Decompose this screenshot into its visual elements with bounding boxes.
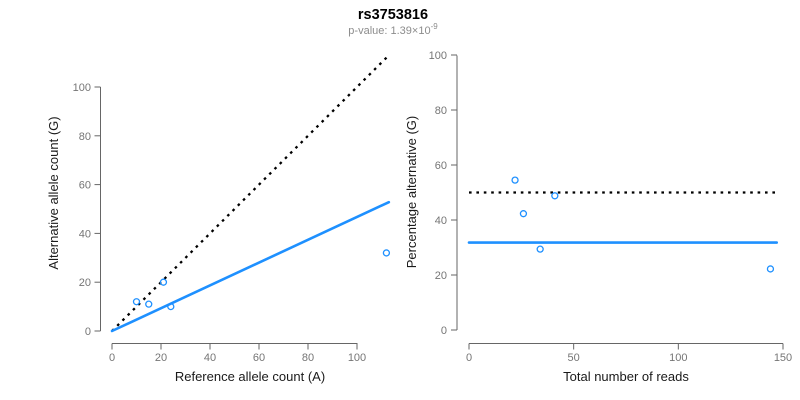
y-tick-label: 80 bbox=[79, 131, 91, 143]
y-tick-label: 20 bbox=[79, 277, 91, 289]
x-tick-label: 150 bbox=[774, 352, 792, 364]
percentage-plot: 0 50 100 150 0 20 40 60 80 100 Total number of re… bbox=[404, 50, 792, 384]
y-tick-label: 0 bbox=[441, 325, 447, 337]
figure-subtitle: p-value: 1.39×10-9 bbox=[348, 22, 438, 37]
y-tick-label: 80 bbox=[435, 105, 447, 117]
x-tick-label: 100 bbox=[348, 352, 366, 364]
x-tick-label: 80 bbox=[302, 352, 314, 364]
x-tick-label: 40 bbox=[204, 352, 216, 364]
allele-count-xaxis-title: Reference allele count (A) bbox=[175, 369, 325, 384]
pvalue-exponent: -9 bbox=[431, 22, 439, 31]
data-point bbox=[167, 302, 175, 311]
y-tick-label: 60 bbox=[435, 160, 447, 172]
y-tick-label: 20 bbox=[435, 270, 447, 282]
percentage-axes: 0 50 100 150 0 20 40 60 80 100 bbox=[429, 50, 793, 364]
percentage-xaxis-title: Total number of reads bbox=[563, 369, 689, 384]
data-point bbox=[159, 278, 168, 286]
data-point bbox=[145, 300, 153, 308]
data-point bbox=[551, 192, 559, 200]
x-tick-label: 50 bbox=[568, 352, 580, 364]
fit-line bbox=[110, 200, 391, 333]
data-point bbox=[511, 176, 519, 184]
data-point bbox=[536, 245, 544, 253]
allele-count-axes: 0 20 40 60 80 100 0 20 40 60 80 100 bbox=[73, 82, 367, 364]
y-tick-label: 40 bbox=[79, 228, 91, 240]
data-point bbox=[519, 210, 528, 218]
y-tick-label: 60 bbox=[79, 180, 91, 192]
x-tick-label: 60 bbox=[253, 352, 265, 364]
allele-count-series bbox=[110, 54, 391, 333]
y-tick-label: 100 bbox=[429, 50, 447, 62]
percentage-yaxis-title: Percentage alternative (G) bbox=[404, 116, 419, 268]
data-point bbox=[766, 265, 775, 273]
x-tick-label: 20 bbox=[155, 352, 167, 364]
x-tick-label: 0 bbox=[109, 352, 115, 364]
y-tick-label: 0 bbox=[85, 326, 91, 338]
data-point bbox=[382, 249, 391, 257]
y-tick-label: 40 bbox=[435, 215, 447, 227]
figure-title: rs3753816 bbox=[358, 7, 428, 23]
allele-count-yaxis-title: Alternative allele count (G) bbox=[46, 116, 61, 269]
pvalue-text: p-value: 1.39×10 bbox=[348, 25, 430, 37]
x-tick-label: 0 bbox=[466, 352, 472, 364]
x-tick-label: 100 bbox=[669, 352, 687, 364]
identity-line bbox=[111, 54, 390, 332]
percentage-series bbox=[467, 176, 779, 273]
y-tick-label: 100 bbox=[73, 82, 91, 94]
allele-count-plot: 0 20 40 60 80 100 0 20 40 60 80 100 Reference allel… bbox=[46, 54, 391, 384]
data-point bbox=[132, 298, 141, 306]
